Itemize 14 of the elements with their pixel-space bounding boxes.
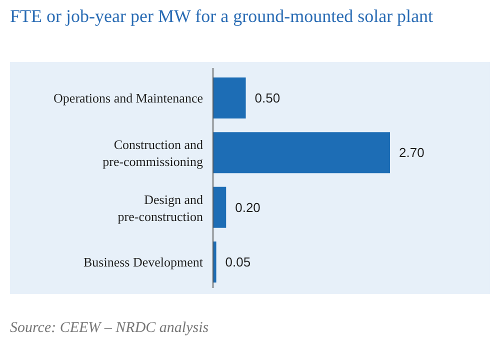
source-note: Source: CEEW – NRDC analysis	[10, 320, 209, 336]
y-tick-label: Construction and pre-commissioning	[102, 137, 204, 170]
y-tick-label: Design and pre-construction	[118, 192, 204, 224]
data-label: 0.50	[254, 90, 280, 106]
bar	[213, 77, 246, 118]
chart-title: FTE or job-year per MW for a ground-mounted solar plant	[10, 6, 434, 26]
data-label: 0.05	[225, 254, 251, 270]
data-label: 0.20	[235, 200, 260, 215]
bar	[213, 242, 216, 283]
y-tick-label: Operations and Maintenance	[54, 90, 204, 106]
y-tick-label: Business Development	[83, 254, 204, 270]
bar	[213, 186, 226, 228]
data-label: 2.70	[399, 145, 424, 160]
bar	[213, 132, 390, 174]
